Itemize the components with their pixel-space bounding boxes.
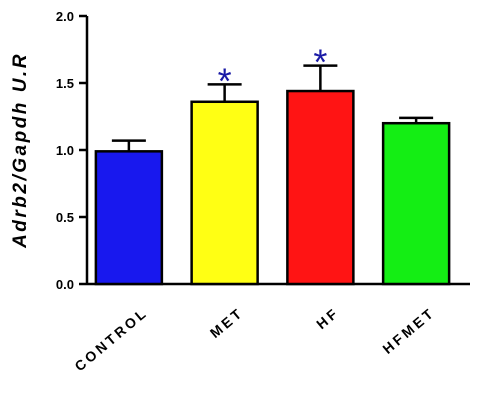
bar-met [190, 100, 259, 286]
significance-marker: * [218, 60, 232, 101]
y-axis-label: Adrb2/Gapdh U.R [10, 52, 31, 249]
bar-control [94, 150, 164, 286]
significance-marker: * [313, 42, 327, 83]
bars [94, 64, 451, 286]
x-tick-label: MET [207, 304, 247, 341]
bar-hfmet [381, 121, 451, 286]
y-tick-label: 0.5 [56, 210, 74, 225]
y-tick-label: 1.0 [56, 143, 74, 158]
y-tick-label: 0.0 [56, 277, 74, 292]
y-tick-label: 1.5 [56, 76, 74, 91]
y-tick-label: 2.0 [56, 9, 74, 24]
x-tick-label: CONTROL [71, 304, 150, 374]
x-tick-label: HFMET [379, 304, 438, 357]
x-tick-label: HF [313, 304, 342, 332]
bar-hf [286, 89, 355, 286]
